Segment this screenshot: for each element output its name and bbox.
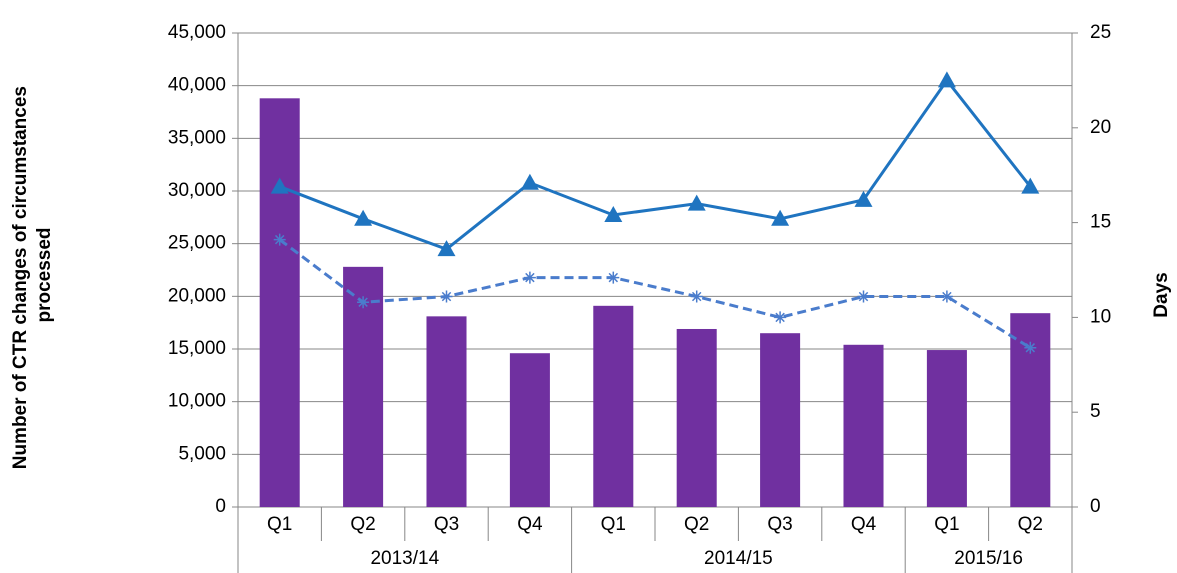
x-tick-label: Q2 (684, 514, 709, 535)
y-tick-label: 25,000 (168, 233, 226, 254)
marker (854, 190, 873, 207)
x-tick-label: Q1 (601, 514, 626, 535)
marker (520, 173, 539, 190)
x-tick-label: Q4 (517, 514, 543, 535)
y-tick-label: 20,000 (168, 285, 226, 306)
y-tick-label: 10,000 (168, 391, 226, 412)
marker (523, 271, 536, 284)
y-tick-label: 5,000 (178, 443, 226, 464)
bar (843, 344, 884, 507)
x-tick-label: Q1 (267, 514, 292, 535)
y-axis-title-line: processed (34, 227, 55, 322)
marker (437, 240, 456, 257)
x-tick-label: Q2 (1018, 514, 1043, 535)
marker (687, 194, 706, 211)
marker (440, 290, 453, 303)
bar (593, 305, 634, 507)
marker (857, 290, 870, 303)
bar (259, 98, 300, 507)
marker (354, 209, 373, 226)
y-tick-label: 45,000 (168, 22, 226, 43)
bar (426, 316, 467, 507)
y2-tick-label: 10 (1090, 306, 1111, 327)
x-tick-label: Q4 (851, 514, 877, 535)
y-tick-label: 40,000 (168, 75, 226, 96)
line (279, 77, 1032, 251)
y2-tick-label: 5 (1090, 401, 1101, 422)
y-axis-title-line: Number of CTR changes of circumstances (10, 86, 31, 469)
group-label: 2014/15 (704, 548, 773, 569)
bar (676, 328, 717, 507)
x-tick-label: Q3 (767, 514, 792, 535)
bar (760, 333, 801, 507)
y-tick-label: 0 (215, 496, 226, 517)
marker (604, 206, 623, 223)
marker (357, 296, 370, 309)
marker (771, 209, 790, 226)
marker (937, 71, 956, 88)
marker (270, 177, 289, 194)
bar (926, 350, 967, 507)
line (278, 238, 1032, 350)
group-label: 2015/16 (954, 548, 1023, 569)
y2-tick-label: 25 (1090, 22, 1111, 43)
y-tick-label: 15,000 (168, 338, 226, 359)
x-tick-label: Q2 (350, 514, 375, 535)
marker (690, 290, 703, 303)
y2-tick-label: 20 (1090, 117, 1111, 138)
y2-axis-title: Days (1151, 272, 1172, 317)
x-tick-label: Q3 (434, 514, 459, 535)
marker (1021, 177, 1040, 194)
marker (774, 311, 787, 324)
y-tick-label: 35,000 (168, 127, 226, 148)
x-tick-label: Q1 (934, 514, 959, 535)
y2-tick-label: 15 (1090, 212, 1111, 233)
y-axis-title: Number of CTR changes of circumstances p… (10, 81, 55, 470)
marker (607, 271, 620, 284)
bar (509, 353, 550, 507)
y-tick-label: 30,000 (168, 180, 226, 201)
marker (940, 290, 953, 303)
marker (273, 233, 286, 246)
marker (1024, 341, 1037, 354)
y2-tick-label: 0 (1090, 496, 1101, 517)
group-label: 2013/14 (370, 548, 439, 569)
